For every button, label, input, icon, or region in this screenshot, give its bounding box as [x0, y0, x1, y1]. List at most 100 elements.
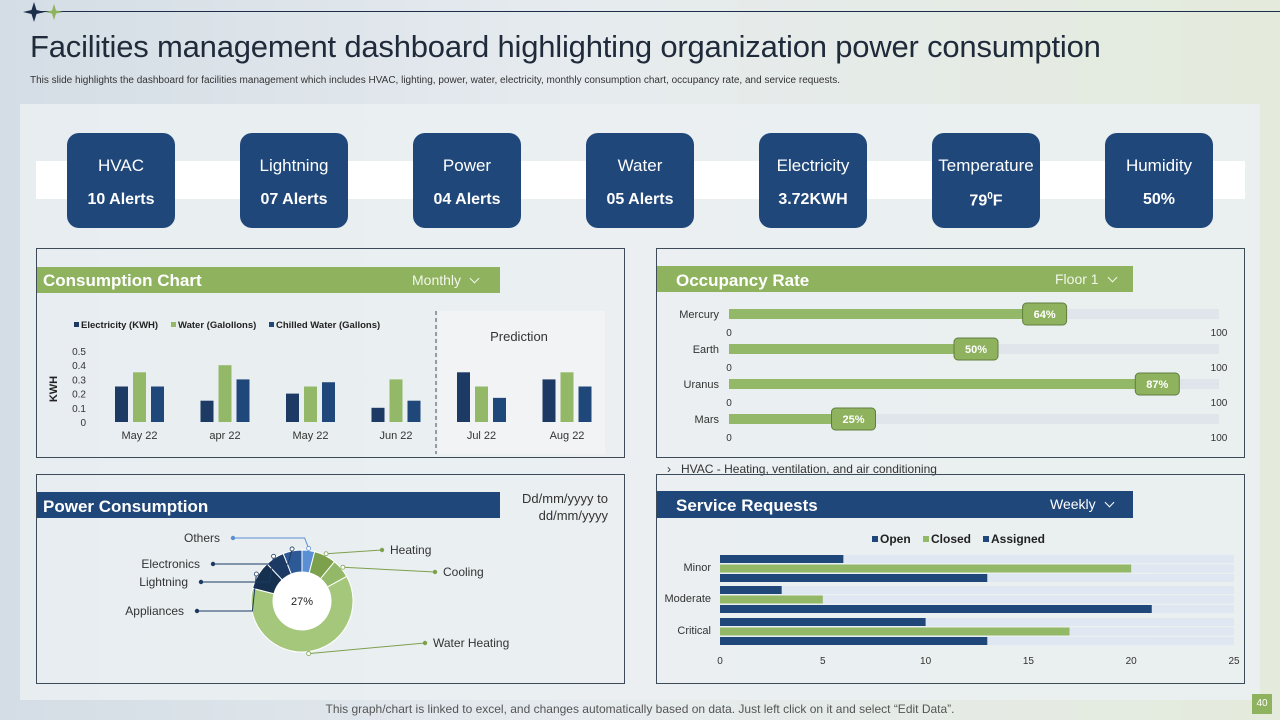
legend-swatch	[923, 536, 929, 542]
x-tick-label: apr 22	[209, 430, 240, 442]
callout-line	[197, 573, 257, 612]
kpi-card-lightning[interactable]: Lightning 07 Alerts	[240, 133, 348, 228]
legend-swatch	[269, 322, 274, 327]
kpi-value: 3.72KWH	[778, 191, 848, 208]
callout-anchor	[323, 551, 329, 557]
floor-dropdown-label: Floor 1	[1055, 271, 1099, 287]
legend-label: Chilled Water (Gallons)	[276, 320, 380, 331]
power-consumption-panel	[36, 474, 625, 684]
prediction-label: Prediction	[490, 329, 548, 344]
consumption-bar	[389, 379, 403, 422]
service-category-label: Moderate	[665, 593, 711, 605]
occupancy-value-badge	[831, 407, 876, 431]
callout-anchor	[271, 553, 277, 559]
y-tick-label: 0.3	[72, 375, 86, 386]
consumption-bar	[475, 386, 488, 422]
donut-callout-label: Others	[184, 531, 220, 545]
occupancy-bar	[729, 309, 1043, 319]
kpi-card-water[interactable]: Water 05 Alerts	[586, 133, 694, 228]
service-bar	[720, 574, 988, 582]
kpi-card-temperature[interactable]: Temperature 790F	[932, 133, 1040, 228]
kpi-value: 10 Alerts	[87, 191, 155, 208]
kpi-card-electricity[interactable]: Electricity 3.72KWH	[759, 133, 867, 228]
consumption-bar	[407, 400, 421, 422]
legend-label: Closed	[931, 532, 971, 546]
occupancy-axis-min: 0	[726, 433, 732, 444]
x-tick-label: 25	[1228, 656, 1240, 667]
kpi-label: Power	[442, 156, 492, 175]
kpi-label: Electricity	[776, 156, 850, 175]
kpi-label: Temperature	[938, 156, 1034, 175]
kpi-label: HVAC	[98, 156, 144, 175]
occupancy-value-label: 64%	[1034, 309, 1056, 321]
donut-center-label: 27%	[291, 596, 313, 608]
power-donut-chart: 27% Others Electronics Lightning Appliances H…	[125, 531, 509, 656]
service-requests-title: Service Requests	[676, 496, 818, 515]
floor-dropdown[interactable]: Floor 1	[1055, 271, 1118, 287]
power-consumption-header: Power Consumption	[37, 492, 500, 518]
occupancy-panel	[656, 248, 1245, 458]
consumption-bar	[542, 379, 556, 422]
kpi-card-power[interactable]: Power 04 Alerts	[413, 133, 521, 228]
occupancy-value-badge	[1134, 372, 1180, 396]
callout-line	[326, 549, 383, 555]
service-bar	[720, 595, 823, 604]
weekly-dropdown[interactable]: Weekly	[1050, 496, 1115, 512]
x-tick-label: 5	[820, 656, 826, 667]
occupancy-label: Mercury	[679, 309, 719, 321]
chevron-down-icon	[1104, 497, 1115, 508]
service-requests-chart: Open Closed Assigned Minor Moderate Critical 0…	[665, 532, 1240, 667]
occupancy-axis-min: 0	[726, 328, 732, 339]
donut-callout-label: Appliances	[125, 604, 184, 618]
kpi-value: 05 Alerts	[606, 191, 674, 208]
star-decoration-icon	[23, 2, 63, 22]
y-tick-label: 0.4	[72, 361, 86, 372]
occupancy-axis-min: 0	[726, 363, 732, 374]
consumption-bar	[371, 407, 385, 422]
callout-line	[213, 548, 293, 565]
weekly-dropdown-label: Weekly	[1050, 496, 1096, 512]
date-range: Dd/mm/yyyy to dd/mm/yyyy	[522, 491, 608, 523]
service-bar	[720, 586, 782, 594]
hvac-footnote-text: HVAC - Heating, ventilation, and air con…	[681, 462, 937, 476]
legend-label: Electricity (KWH)	[81, 320, 158, 331]
occupancy-label: Uranus	[684, 379, 720, 391]
kpi-value: 50%	[1142, 191, 1176, 208]
y-axis-label: KWH	[48, 376, 60, 402]
consumption-bar	[133, 372, 146, 422]
callout-line	[308, 642, 426, 655]
service-bar	[720, 637, 988, 645]
service-track	[720, 618, 1234, 626]
consumption-bar	[218, 365, 232, 422]
period-dropdown[interactable]: Monthly	[412, 272, 480, 288]
consumption-chart-title: Consumption Chart	[43, 271, 202, 290]
occupancy-bar	[729, 414, 852, 424]
occupancy-bar	[729, 344, 974, 354]
footer-note: This graph/chart is linked to excel, and…	[325, 702, 955, 716]
donut-callout-label: Heating	[390, 543, 431, 557]
occupancy-value-badge	[953, 337, 999, 361]
kpi-card-hvac[interactable]: HVAC 10 Alerts	[67, 133, 175, 228]
kpi-card-humidity[interactable]: Humidity 50%	[1105, 133, 1213, 228]
x-tick-label: Jul 22	[467, 430, 496, 442]
x-tick-label: 20	[1126, 656, 1138, 667]
service-requests-header: Service Requests Weekly	[657, 491, 1133, 518]
kpi-label: Water	[617, 156, 663, 175]
service-category-label: Minor	[683, 562, 711, 574]
occupancy-value-label: 87%	[1146, 379, 1168, 391]
chevron-down-icon	[469, 273, 480, 284]
x-tick-label: Jun 22	[379, 430, 412, 442]
consumption-bar	[115, 386, 128, 422]
occupancy-value-badge	[1022, 302, 1068, 326]
legend-label: Assigned	[991, 532, 1045, 546]
kpi-value: 07 Alerts	[260, 191, 328, 208]
legend-swatch	[983, 536, 989, 542]
page-number: 40	[1252, 694, 1272, 714]
top-divider-line	[30, 11, 1280, 12]
callout-dot	[194, 608, 200, 614]
occupancy-track	[729, 414, 1219, 424]
x-tick-label: May 22	[121, 430, 157, 442]
callout-dot	[210, 561, 216, 567]
occupancy-axis-max: 100	[1211, 328, 1228, 339]
consumption-bar	[200, 400, 214, 422]
